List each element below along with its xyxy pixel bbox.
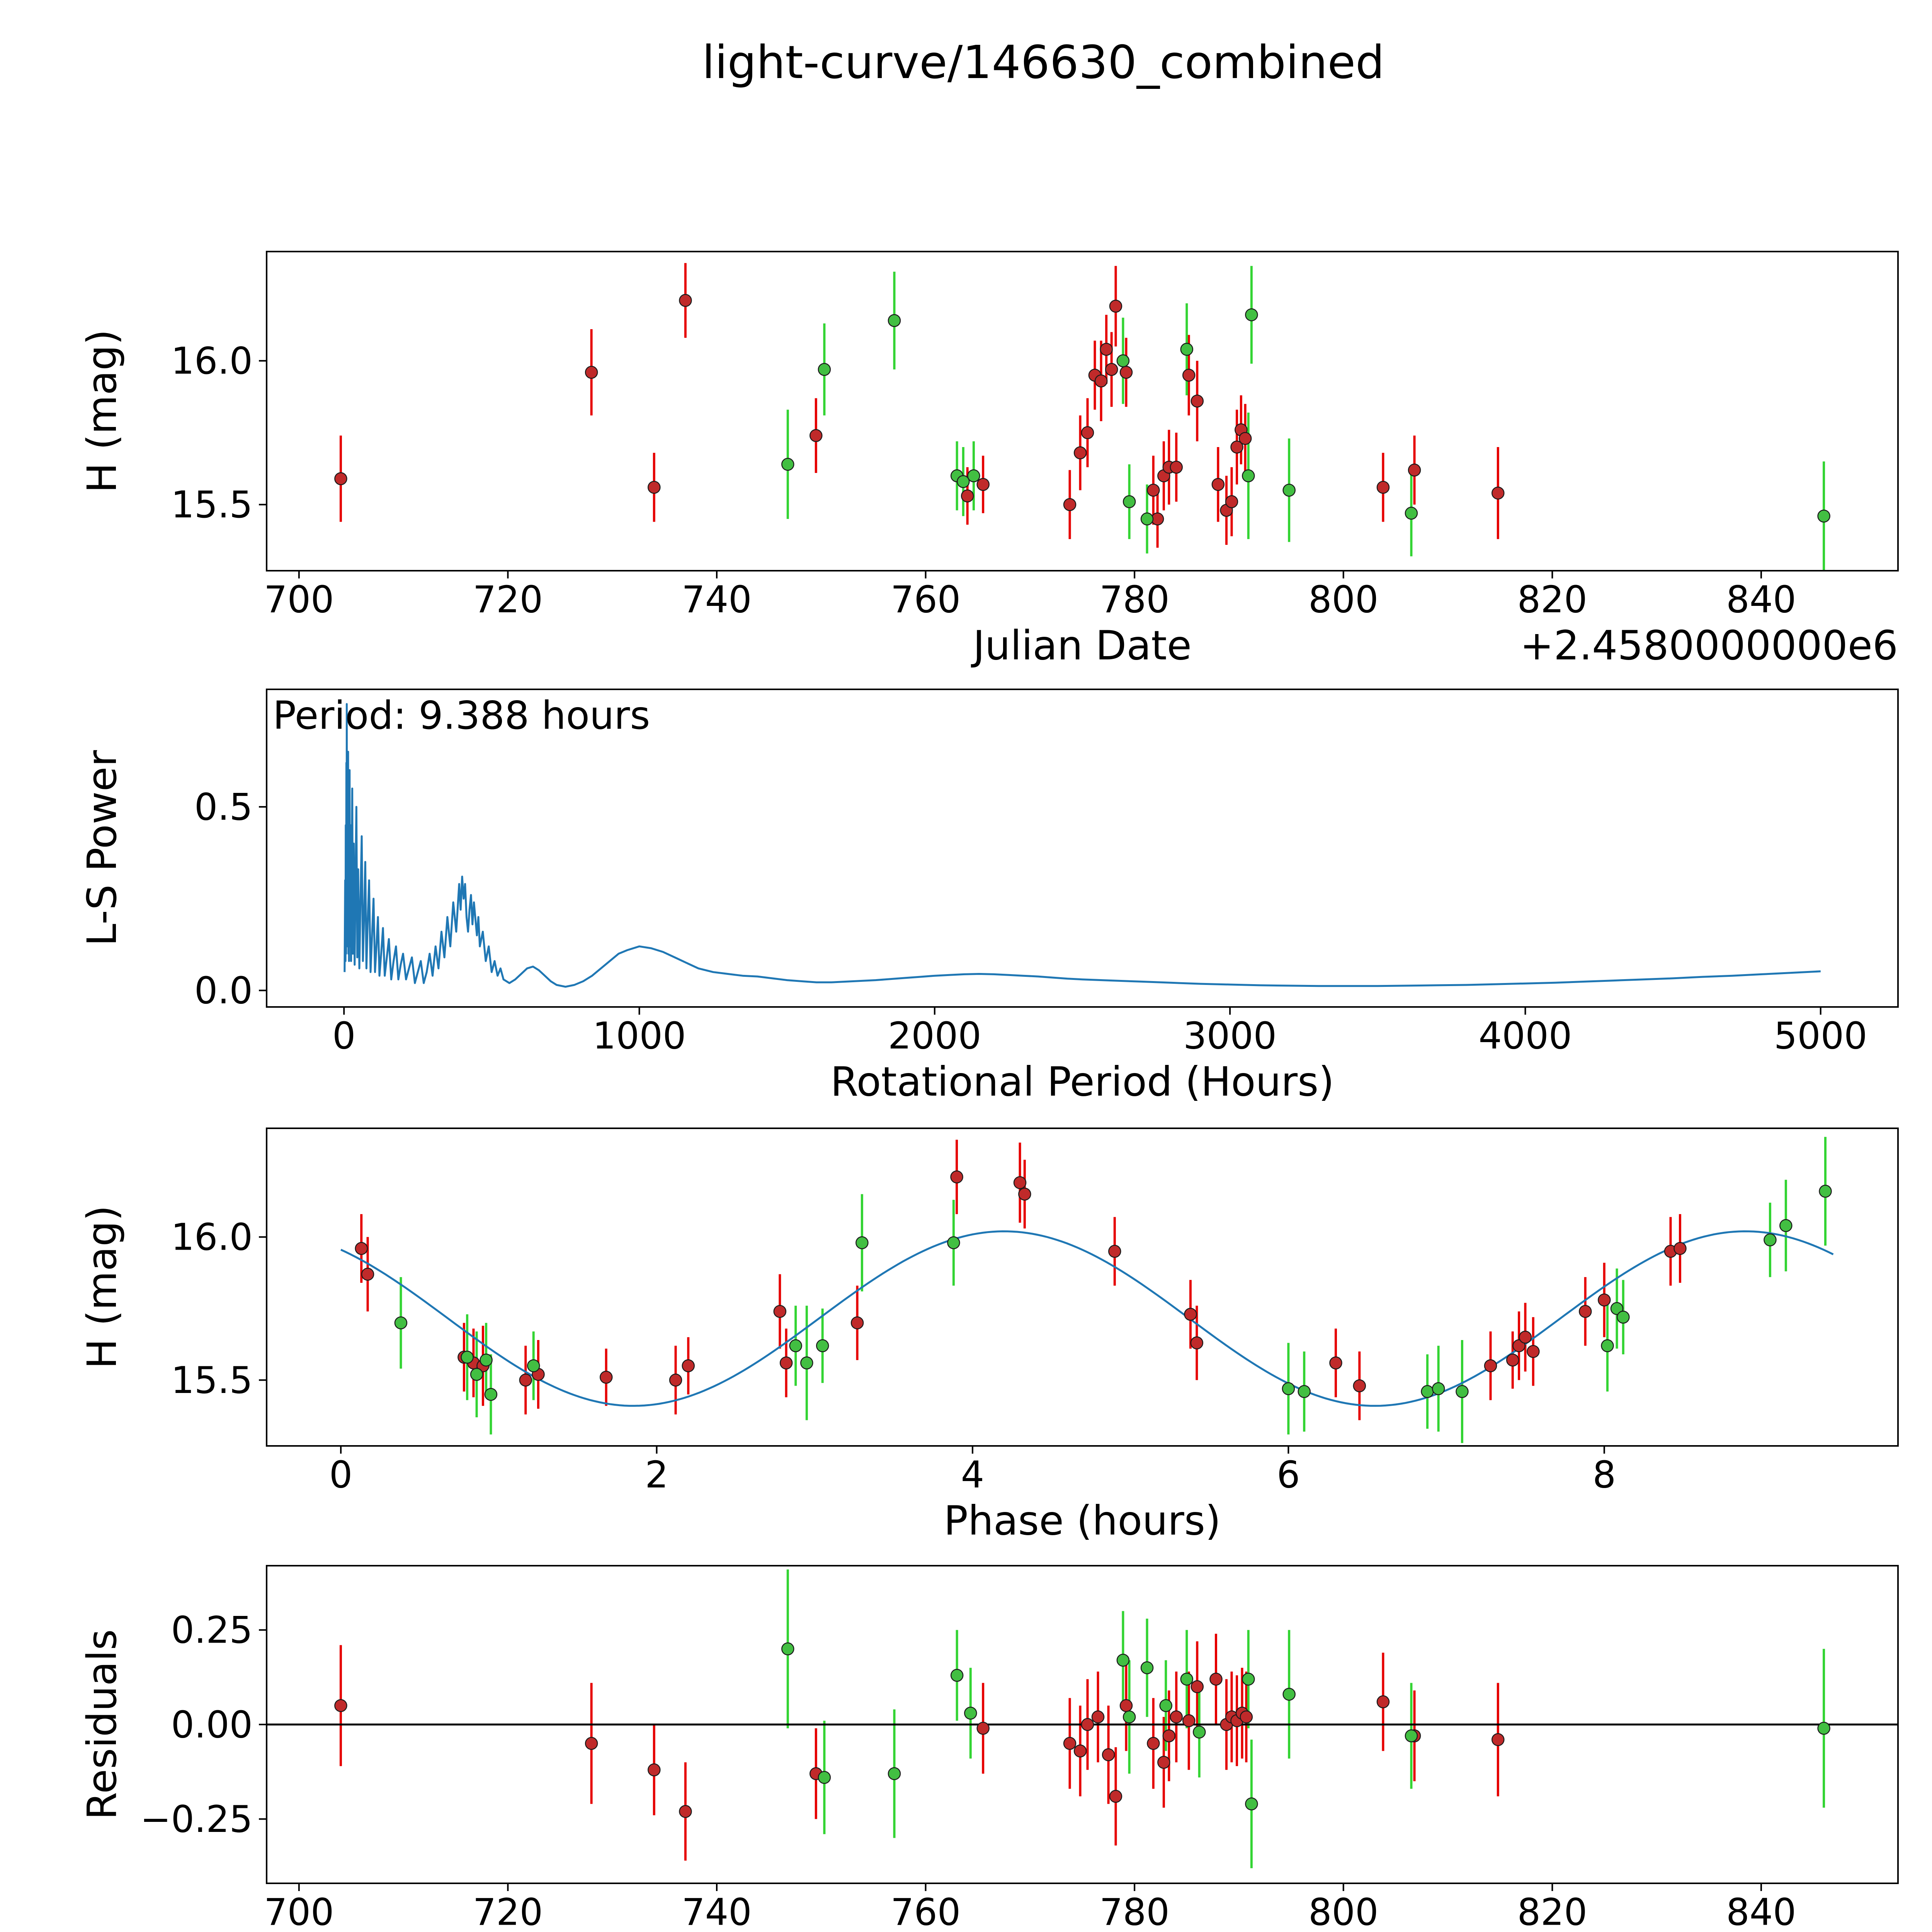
svg-text:760: 760: [891, 1891, 961, 1932]
svg-text:820: 820: [1517, 578, 1587, 621]
panel-residuals: 700720740760780800820840−0.250.000.25Jul…: [78, 1565, 1899, 1932]
svg-text:840: 840: [1726, 578, 1796, 621]
svg-text:0: 0: [329, 1454, 352, 1496]
svg-text:L-S Power: L-S Power: [78, 750, 126, 946]
svg-text:Julian Date: Julian Date: [971, 622, 1192, 669]
svg-text:16.0: 16.0: [171, 340, 253, 383]
svg-text:820: 820: [1517, 1891, 1587, 1932]
svg-text:Rotational Period (Hours): Rotational Period (Hours): [830, 1058, 1334, 1105]
svg-text:700: 700: [264, 578, 334, 621]
svg-text:740: 740: [682, 578, 752, 621]
svg-text:15.5: 15.5: [171, 1359, 253, 1402]
svg-text:H (mag): H (mag): [78, 1205, 126, 1369]
svg-text:8: 8: [1593, 1454, 1616, 1496]
svg-text:700: 700: [264, 1891, 334, 1932]
figure-title: light-curve/146630_combined: [702, 36, 1384, 89]
svg-text:−0.25: −0.25: [140, 1798, 253, 1841]
svg-text:1000: 1000: [593, 1015, 686, 1057]
panel-jd-lightcurve: 700 720 740 760 780 800 820 840 15.5 16.0 Julian D…: [78, 251, 1899, 669]
svg-text:800: 800: [1308, 578, 1378, 621]
svg-text:H (mag): H (mag): [78, 329, 126, 493]
svg-text:4: 4: [961, 1454, 984, 1496]
svg-text:Phase (hours): Phase (hours): [944, 1497, 1221, 1544]
svg-text:0: 0: [332, 1015, 355, 1057]
svg-text:780: 780: [1099, 1891, 1169, 1932]
svg-text:Residuals: Residuals: [78, 1629, 126, 1820]
svg-text:3000: 3000: [1183, 1015, 1277, 1057]
svg-text:760: 760: [891, 578, 961, 621]
panel-periodogram: 0 1000 2000 3000 4000 5000 0.0 0.5 Rotational Pe…: [78, 689, 1899, 1105]
svg-text:720: 720: [473, 1891, 543, 1932]
panel-phased-lightcurve: 0 2 4 6 8 15.5 16.0 Phase (hours) H (mag): [78, 1128, 1899, 1544]
svg-text:780: 780: [1099, 578, 1169, 621]
svg-text:5000: 5000: [1774, 1015, 1867, 1057]
svg-text:800: 800: [1308, 1891, 1378, 1932]
svg-text:4000: 4000: [1479, 1015, 1572, 1057]
svg-text:720: 720: [473, 578, 543, 621]
svg-text:2000: 2000: [888, 1015, 981, 1057]
svg-text:16.0: 16.0: [171, 1216, 253, 1259]
svg-text:6: 6: [1277, 1454, 1300, 1496]
svg-text:0.0: 0.0: [194, 969, 253, 1012]
svg-text:0.5: 0.5: [194, 786, 253, 828]
svg-text:2: 2: [645, 1454, 668, 1496]
svg-text:Period: 9.388 hours: Period: 9.388 hours: [273, 693, 650, 738]
svg-text:0.25: 0.25: [171, 1609, 253, 1652]
svg-text:740: 740: [682, 1891, 752, 1932]
svg-text:15.5: 15.5: [171, 484, 253, 526]
svg-text:+2.4580000000e6: +2.4580000000e6: [1520, 622, 1898, 669]
svg-text:840: 840: [1726, 1891, 1796, 1932]
svg-text:0.00: 0.00: [171, 1704, 253, 1746]
